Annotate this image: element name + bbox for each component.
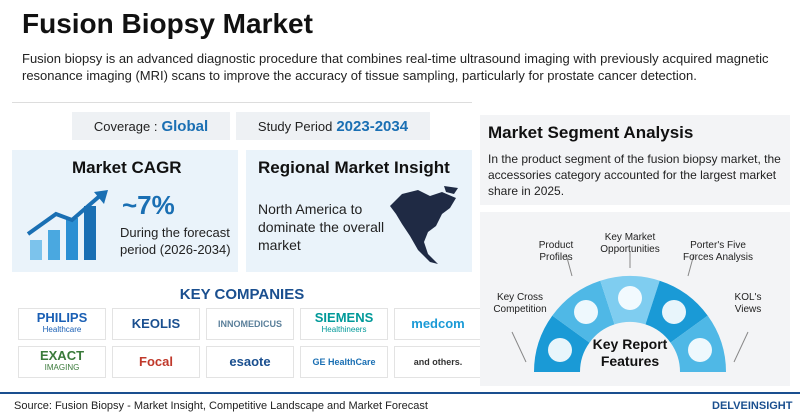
coverage-value: Global — [161, 117, 209, 135]
company-logo: medcom — [394, 308, 482, 340]
company-name: Focal — [139, 354, 173, 369]
study-period: Study Period 2023-2034 — [236, 112, 430, 140]
feature-label: KOL's Views — [734, 292, 762, 315]
company-name: and others. — [413, 357, 463, 367]
title: Fusion Biopsy Market — [22, 8, 313, 39]
company-sub: Healthineers — [321, 325, 367, 334]
regional-title: Regional Market Insight — [258, 158, 450, 177]
divider — [12, 102, 472, 103]
segment-card: Market Segment Analysis In the product s… — [480, 115, 790, 205]
company-logo: and others. — [394, 346, 482, 378]
company-name: SIEMENS — [314, 310, 374, 325]
footer-rule — [0, 392, 800, 394]
feature-label: Porter's Five Forces Analysis — [682, 240, 754, 263]
company-sub: IMAGING — [44, 363, 80, 372]
coverage-label: Coverage : — [93, 118, 158, 134]
company-name: EXACT — [39, 348, 85, 363]
company-logo: PHILIPS Healthcare — [18, 308, 106, 340]
features-card: Key Report Features Key Cross Competitio… — [480, 212, 790, 386]
coverage: Coverage : Global — [72, 112, 230, 140]
company-name: medcom — [411, 316, 465, 331]
feature-label: Key Cross Competition — [493, 292, 547, 315]
company-logo: EXACT IMAGING — [18, 346, 106, 378]
company-name: KEOLIS — [131, 316, 181, 331]
feature-label: Key Market Opportunities — [600, 232, 660, 255]
features-title: Key Report Features — [592, 336, 668, 369]
company-sub: Healthcare — [42, 325, 82, 334]
company-name: INNOMEDICUS — [217, 319, 282, 329]
study-period-value: 2023-2034 — [336, 117, 409, 135]
brand: DELVEINSIGHT — [712, 400, 793, 412]
segment-text: In the product segment of the fusion bio… — [488, 152, 781, 198]
segment-title: Market Segment Analysis — [488, 123, 694, 142]
cagr-value: ~7% — [122, 190, 175, 220]
cagr-card: Market CAGR ~7% During the forecast peri… — [12, 150, 238, 272]
key-companies-title: KEY COMPANIES — [179, 286, 305, 303]
company-logo: KEOLIS — [112, 308, 200, 340]
company-name: PHILIPS — [36, 310, 88, 325]
company-logo: SIEMENS Healthineers — [300, 308, 388, 340]
regional-card: Regional Market Insight North America to… — [246, 150, 472, 272]
company-logo: esaote — [206, 346, 294, 378]
company-name: esaote — [229, 354, 271, 369]
company-grid: PHILIPS Healthcare KEOLIS INNOMEDICUS SIEMEN… — [18, 308, 482, 378]
feature-label: Product Profiles — [538, 240, 574, 263]
source: Source: Fusion Biopsy - Market Insight, … — [14, 400, 428, 412]
cagr-note: During the forecast period (2026-2034) — [120, 225, 231, 257]
description: Fusion biopsy is an advanced diagnostic … — [22, 51, 769, 83]
study-period-label: Study Period — [257, 118, 333, 134]
company-name: GE HealthCare — [312, 357, 376, 367]
growth-icon — [26, 190, 108, 260]
features-diagram — [511, 252, 749, 372]
company-logo: Focal — [112, 346, 200, 378]
cagr-title: Market CAGR — [72, 158, 182, 177]
regional-text: North America to dominate the overall ma… — [258, 201, 385, 253]
map-icon — [390, 186, 458, 264]
company-logo: GE HealthCare — [300, 346, 388, 378]
company-logo: INNOMEDICUS — [206, 308, 294, 340]
